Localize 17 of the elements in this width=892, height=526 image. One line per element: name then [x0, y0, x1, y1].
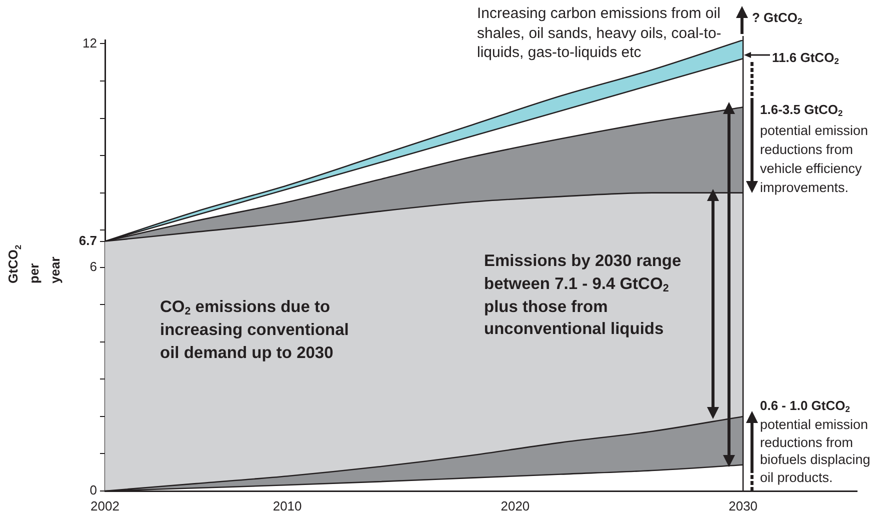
annotation: potential emission reductions from vehicle efficiency improvements.	[760, 122, 870, 197]
x-tick-label: 2020	[500, 498, 530, 514]
text: Emissions by 2030 range between 7.1 - 9.4 GtCO$_{2}$ plus those from unconventional liquids	[484, 252, 682, 338]
y-tick-label: 0	[90, 482, 97, 498]
annotation: potential emission reductions from biofuels displacing oil products.	[760, 416, 872, 486]
x-tick-label: 2010	[272, 498, 302, 514]
annotation: 1.6-3.5 GtCO$_{2}$	[760, 102, 844, 118]
text: ? GtCO$_{2}$	[752, 10, 804, 26]
annotation: CO$_{2}$ emissions due to increasing conventional oil demand up to 2030	[160, 297, 350, 364]
annotation: 11.6 GtCO$_{2}$	[772, 50, 840, 66]
x-tick-label: 2030	[728, 498, 758, 514]
annotation: 0.6 - 1.0 GtCO$_{2}$	[760, 398, 851, 414]
y-tick-label: 12	[82, 35, 97, 50]
y-tick-label: 6.7	[78, 232, 97, 248]
y-tick-label: 6	[90, 258, 97, 274]
x-tick-label: 2002	[90, 498, 120, 514]
annotation: Increasing carbon emissions from oil shales, oil sands, heavy oils, coal-to-liquids, gas-to-liquids etc	[477, 4, 722, 62]
